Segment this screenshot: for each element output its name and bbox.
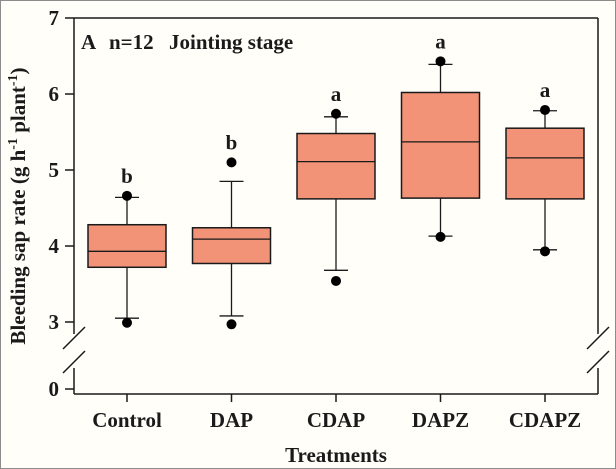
x-category-label: Control [92, 408, 162, 432]
significance-letter: b [121, 164, 133, 188]
significance-letter: a [331, 82, 342, 106]
outlier-dot-low [540, 246, 550, 257]
y-axis-superscript: -1 [6, 138, 21, 150]
y-axis-title-text: ) [6, 67, 30, 74]
box-group-DAPZ: a [400, 29, 481, 242]
significance-letter: a [435, 29, 446, 53]
axis-break-mark [62, 350, 86, 374]
outlier-dot-low [122, 317, 132, 328]
significance-letter: b [226, 130, 238, 154]
outlier-dot-low [331, 275, 341, 286]
stage-label: Jointing stage [169, 30, 293, 54]
sample-size-label: n=12 [109, 30, 154, 54]
y-axis-title: Bleeding sap rate (g h-1 plant-1) [6, 67, 30, 344]
x-axis-title: Treatments [285, 443, 387, 467]
outlier-dot-high [435, 56, 446, 67]
box-group-Control: b [87, 164, 167, 328]
y-tick-label: 4 [49, 234, 60, 258]
box-rect [296, 132, 376, 200]
box-rect [191, 227, 272, 265]
axis-break-mark [586, 350, 610, 374]
y-tick-label: 5 [49, 158, 60, 182]
y-axis-superscript: -1 [6, 74, 21, 86]
outlier-dot-high [226, 157, 237, 168]
outlier-dot-low [435, 231, 446, 242]
y-tick-label: 7 [49, 6, 60, 30]
box-group-CDAPZ: a [505, 78, 585, 257]
significance-letter: a [540, 78, 551, 102]
outlier-dot-high [331, 108, 341, 119]
box-rect [87, 223, 167, 269]
x-category-label: DAP [210, 408, 253, 432]
y-axis-title-text: Bleeding sap rate (g h [6, 149, 30, 344]
x-category-label: CDAPZ [509, 408, 581, 432]
box-rect [400, 91, 481, 199]
box-group-CDAP: a [296, 82, 376, 286]
y-tick-label: 0 [49, 377, 60, 401]
outlier-dot-high [122, 190, 132, 201]
y-tick-label: 6 [49, 82, 60, 106]
y-axis-title-text: plant [6, 86, 30, 138]
outlier-dot-low [226, 319, 237, 330]
box-group-DAP: b [191, 130, 272, 330]
box-rect [505, 127, 585, 200]
axis-break-mark [62, 326, 86, 350]
axis-break-mark [586, 326, 610, 350]
panel-letter: A [81, 30, 97, 54]
x-category-label: CDAP [307, 408, 365, 432]
outlier-dot-high [540, 104, 550, 115]
x-category-label: DAPZ [412, 408, 469, 432]
y-tick-label: 3 [49, 310, 60, 334]
